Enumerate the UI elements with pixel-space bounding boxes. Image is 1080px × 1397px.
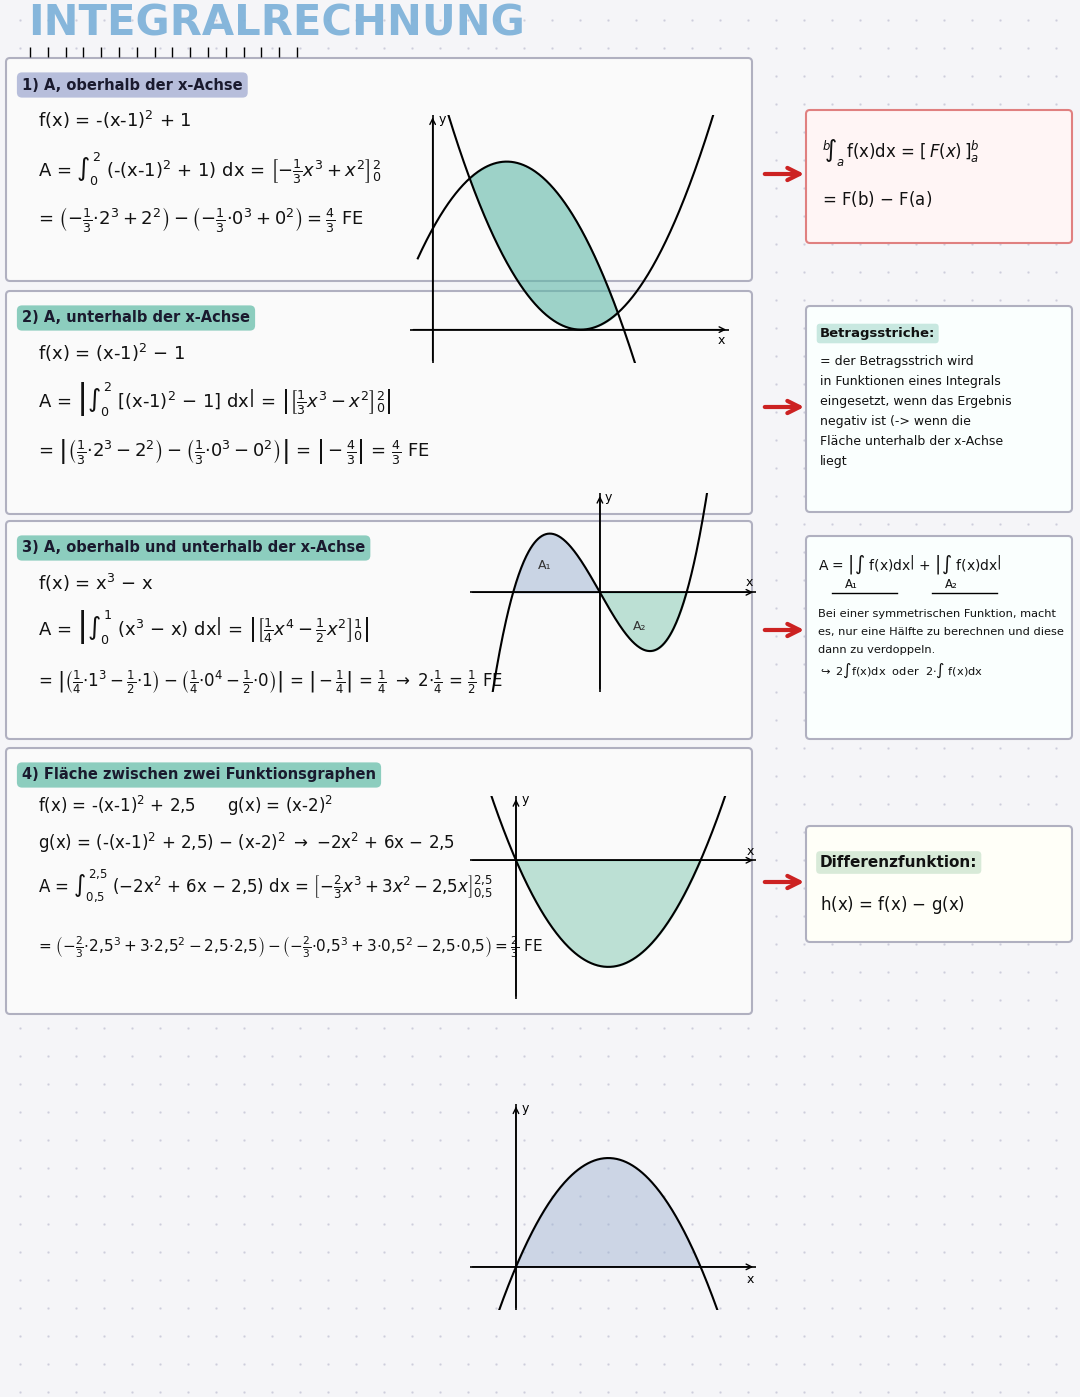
Text: 1) A, oberhalb der x-Achse: 1) A, oberhalb der x-Achse [22, 77, 243, 92]
Text: liegt: liegt [820, 455, 848, 468]
FancyBboxPatch shape [6, 291, 752, 514]
Text: Differenzfunktion:: Differenzfunktion: [820, 855, 977, 870]
Text: negativ ist (-> wenn die: negativ ist (-> wenn die [820, 415, 971, 427]
Text: = F(b) $-$ F(a): = F(b) $-$ F(a) [822, 189, 932, 210]
Text: g(x) = (-(x-1)$^2$ + 2,5) $-$ (x-2)$^2$ $\rightarrow$ $-$2x$^2$ + 6x $-$ 2,5: g(x) = (-(x-1)$^2$ + 2,5) $-$ (x-2)$^2$ … [38, 831, 455, 855]
Text: A = $\left|\int_0^2\right.$ [(x-1)$^2$ $-$ 1] dx$\left|\right.$ = $\left|\left[\: A = $\left|\int_0^2\right.$ [(x-1)$^2$ $… [38, 380, 392, 418]
Text: $^b\!\!\int_a\!$ f(x)dx = $\left[\,F(x)\,\right]_a^b$: $^b\!\!\int_a\!$ f(x)dx = $\left[\,F(x)\… [822, 137, 980, 168]
Text: = $\left|\left(\frac{1}{4}{\cdot}1^3 - \frac{1}{2}{\cdot}1\right) - \left(\frac{: = $\left|\left(\frac{1}{4}{\cdot}1^3 - \… [38, 668, 503, 696]
Text: Fläche unterhalb der x-Achse: Fläche unterhalb der x-Achse [820, 434, 1003, 448]
Text: f(x) = -(x-1)$^2$ + 2,5      g(x) = (x-2)$^2$: f(x) = -(x-1)$^2$ + 2,5 g(x) = (x-2)$^2$ [38, 793, 333, 819]
Text: A = $\left|\int_0^1\right.$ (x$^3$ $-$ x) dx$\left|\right.$ = $\left|\left[\frac: A = $\left|\int_0^1\right.$ (x$^3$ $-$ x… [38, 608, 369, 645]
Text: es, nur eine Hälfte zu berechnen und diese: es, nur eine Hälfte zu berechnen und die… [818, 627, 1064, 637]
Text: = der Betragsstrich wird: = der Betragsstrich wird [820, 355, 974, 367]
Text: x: x [745, 576, 753, 590]
Text: in Funktionen eines Integrals: in Funktionen eines Integrals [820, 374, 1001, 388]
Text: A₁: A₁ [845, 578, 858, 591]
Text: h(x) = f(x) $-$ g(x): h(x) = f(x) $-$ g(x) [820, 894, 964, 916]
Text: = $\left(-\frac{1}{3}{\cdot}2^3 + 2^2\right) - \left(-\frac{1}{3}{\cdot}0^3 + 0^: = $\left(-\frac{1}{3}{\cdot}2^3 + 2^2\ri… [38, 205, 364, 235]
Text: 3) A, oberhalb und unterhalb der x-Achse: 3) A, oberhalb und unterhalb der x-Achse [22, 541, 365, 556]
FancyBboxPatch shape [6, 747, 752, 1014]
Text: dann zu verdoppeln.: dann zu verdoppeln. [818, 645, 935, 655]
Text: x: x [718, 334, 726, 348]
FancyBboxPatch shape [6, 521, 752, 739]
Text: y: y [522, 1102, 529, 1115]
Text: y: y [522, 792, 529, 806]
Text: A₂: A₂ [633, 620, 646, 633]
Text: A = $\int_{0{,}5}^{2{,}5}$ ($-$2x$^2$ + 6x $-$ 2,5) dx = $\left[-\frac{2}{3}x^3 : A = $\int_{0{,}5}^{2{,}5}$ ($-$2x$^2$ + … [38, 868, 492, 904]
Text: Betragsstriche:: Betragsstriche: [820, 327, 935, 339]
Text: eingesetzt, wenn das Ergebnis: eingesetzt, wenn das Ergebnis [820, 395, 1012, 408]
Text: y: y [605, 490, 612, 504]
Text: INTEGRALRECHNUNG: INTEGRALRECHNUNG [28, 1, 525, 43]
Text: A₂: A₂ [945, 578, 958, 591]
FancyBboxPatch shape [806, 536, 1072, 739]
FancyBboxPatch shape [6, 59, 752, 281]
Text: x: x [746, 845, 754, 858]
Text: y: y [438, 113, 446, 126]
FancyBboxPatch shape [806, 110, 1072, 243]
Text: $\hookrightarrow$ 2$\int$f(x)dx  oder  2$\cdot$$\int$ f(x)dx: $\hookrightarrow$ 2$\int$f(x)dx oder 2$\… [818, 662, 983, 680]
Text: f(x) = (x-1)$^2$ $-$ 1: f(x) = (x-1)$^2$ $-$ 1 [38, 342, 185, 365]
Text: 2) A, unterhalb der x-Achse: 2) A, unterhalb der x-Achse [22, 310, 249, 326]
FancyBboxPatch shape [806, 826, 1072, 942]
Text: = $\left|\left(\frac{1}{3}{\cdot}2^3 - 2^2\right) - \left(\frac{1}{3}{\cdot}0^3 : = $\left|\left(\frac{1}{3}{\cdot}2^3 - 2… [38, 437, 430, 467]
Text: f(x) = -(x-1)$^2$ + 1: f(x) = -(x-1)$^2$ + 1 [38, 109, 191, 131]
Text: A = $\int_0^2$ (-(x-1)$^2$ + 1) dx = $\left[-\frac{1}{3}x^3 + x^2\right]_0^2$: A = $\int_0^2$ (-(x-1)$^2$ + 1) dx = $\l… [38, 151, 381, 189]
Text: f(x) = x$^3$ $-$ x: f(x) = x$^3$ $-$ x [38, 571, 153, 594]
FancyBboxPatch shape [806, 306, 1072, 511]
Text: 4) Fläche zwischen zwei Funktionsgraphen: 4) Fläche zwischen zwei Funktionsgraphen [22, 767, 376, 782]
Text: A₁: A₁ [538, 559, 551, 573]
Text: A = $\left|\int\right.$ f(x)dx$\left|\right.$ + $\left|\int\right.$ f(x)dx$\left: A = $\left|\int\right.$ f(x)dx$\left|\ri… [818, 553, 1001, 577]
Text: Bei einer symmetrischen Funktion, macht: Bei einer symmetrischen Funktion, macht [818, 609, 1056, 619]
Text: x: x [746, 1273, 754, 1287]
Text: = $\left(-\frac{2}{3}{\cdot}2{,}5^3 + 3{\cdot}2{,}5^2 - 2{,}5{\cdot}2{,}5\right): = $\left(-\frac{2}{3}{\cdot}2{,}5^3 + 3{… [38, 935, 543, 960]
